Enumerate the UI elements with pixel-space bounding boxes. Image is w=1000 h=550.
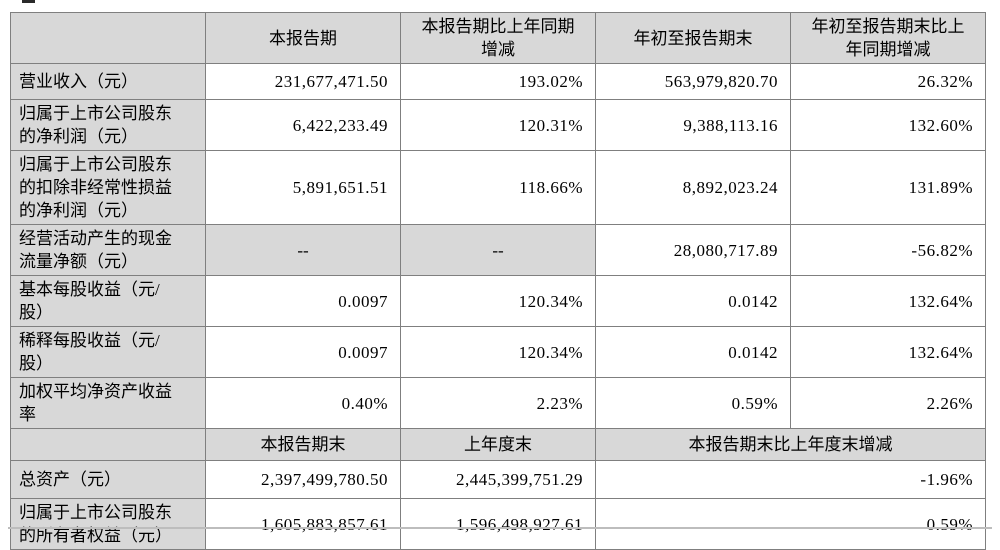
cell-year-to-date: 8,892,023.24 [595, 150, 791, 225]
cell-current-period: 6,422,233.49 [205, 99, 401, 151]
row-owners-equity-attributable: 归属于上市公司股东 的所有者权益（元） 1,605,883,857.61 1,5… [10, 498, 986, 550]
header-blank-cell [10, 428, 206, 461]
header-year-to-date: 年初至报告期末 [595, 12, 791, 64]
cell-ytd-yoy-change: 131.89% [790, 150, 986, 225]
row-operating-cash-flow: 经营活动产生的现金 流量净额（元） -- -- 28,080,717.89 -5… [10, 224, 986, 276]
cell-current-period: 231,677,471.50 [205, 63, 401, 100]
cell-ytd-yoy-change: 132.60% [790, 99, 986, 151]
top-header-row: 本报告期 本报告期比上年同期 增减 年初至报告期末 年初至报告期末比上 年同期增… [10, 12, 986, 64]
row-operating-revenue: 营业收入（元） 231,677,471.50 193.02% 563,979,8… [10, 63, 986, 100]
cell-period-end-change: 0.59% [595, 498, 986, 550]
cell-current-period: 5,891,651.51 [205, 150, 401, 225]
cropped-text-artifact [22, 0, 35, 3]
cell-ytd-yoy-change: 2.26% [790, 377, 986, 429]
cell-year-to-date: 0.0142 [595, 326, 791, 378]
header-year-to-date-yoy-change: 年初至报告期末比上 年同期增减 [790, 12, 986, 64]
header-current-period-end: 本报告期末 [205, 428, 401, 461]
row-label: 归属于上市公司股东 的净利润（元） [10, 99, 206, 151]
row-label: 归属于上市公司股东 的扣除非经常性损益 的净利润（元） [10, 150, 206, 225]
cell-ytd-yoy-change: 26.32% [790, 63, 986, 100]
header-current-period-yoy-change: 本报告期比上年同期 增减 [400, 12, 596, 64]
row-net-profit-deducting-nonrecurring: 归属于上市公司股东 的扣除非经常性损益 的净利润（元） 5,891,651.51… [10, 150, 986, 225]
cell-year-to-date: 0.0142 [595, 275, 791, 327]
financial-summary-table: 本报告期 本报告期比上年同期 增减 年初至报告期末 年初至报告期末比上 年同期增… [10, 12, 986, 550]
row-weighted-average-roe: 加权平均净资产收益 率 0.40% 2.23% 0.59% 2.26% [10, 377, 986, 429]
row-basic-eps: 基本每股收益（元/ 股） 0.0097 120.34% 0.0142 132.6… [10, 275, 986, 327]
cell-yoy-change: 2.23% [400, 377, 596, 429]
bottom-header-row: 本报告期末 上年度末 本报告期末比上年度末增减 [10, 428, 986, 461]
cell-ytd-yoy-change: -56.82% [790, 224, 986, 276]
cell-yoy-change: 118.66% [400, 150, 596, 225]
cell-yoy-change: 193.02% [400, 63, 596, 100]
cell-prior-year-end: 2,445,399,751.29 [400, 460, 596, 499]
cell-current-period: 0.0097 [205, 326, 401, 378]
cell-ytd-yoy-change: 132.64% [790, 275, 986, 327]
cell-current-period: 0.40% [205, 377, 401, 429]
header-current-period: 本报告期 [205, 12, 401, 64]
cell-yoy-change: 120.31% [400, 99, 596, 151]
row-label: 营业收入（元） [10, 63, 206, 100]
cell-ytd-yoy-change: 132.64% [790, 326, 986, 378]
row-label: 基本每股收益（元/ 股） [10, 275, 206, 327]
cell-current-period: 0.0097 [205, 275, 401, 327]
cell-year-to-date: 9,388,113.16 [595, 99, 791, 151]
row-label: 归属于上市公司股东 的所有者权益（元） [10, 498, 206, 550]
cell-current-period-na: -- [205, 224, 401, 276]
header-prior-year-end: 上年度末 [400, 428, 596, 461]
cell-year-to-date: 0.59% [595, 377, 791, 429]
cell-year-to-date: 563,979,820.70 [595, 63, 791, 100]
row-label: 稀释每股收益（元/ 股） [10, 326, 206, 378]
row-net-profit-attributable: 归属于上市公司股东 的净利润（元） 6,422,233.49 120.31% 9… [10, 99, 986, 151]
cell-yoy-change-na: -- [400, 224, 596, 276]
page-divider-line [8, 527, 992, 529]
cell-current-period-end: 1,605,883,857.61 [205, 498, 401, 550]
row-label: 加权平均净资产收益 率 [10, 377, 206, 429]
cell-year-to-date: 28,080,717.89 [595, 224, 791, 276]
cell-prior-year-end: 1,596,498,927.61 [400, 498, 596, 550]
row-label: 经营活动产生的现金 流量净额（元） [10, 224, 206, 276]
row-total-assets: 总资产（元） 2,397,499,780.50 2,445,399,751.29… [10, 460, 986, 499]
row-label: 总资产（元） [10, 460, 206, 499]
cell-yoy-change: 120.34% [400, 275, 596, 327]
header-period-end-change: 本报告期末比上年度末增减 [595, 428, 986, 461]
cell-yoy-change: 120.34% [400, 326, 596, 378]
row-diluted-eps: 稀释每股收益（元/ 股） 0.0097 120.34% 0.0142 132.6… [10, 326, 986, 378]
cell-current-period-end: 2,397,499,780.50 [205, 460, 401, 499]
cell-period-end-change: -1.96% [595, 460, 986, 499]
header-blank-cell [10, 12, 206, 64]
